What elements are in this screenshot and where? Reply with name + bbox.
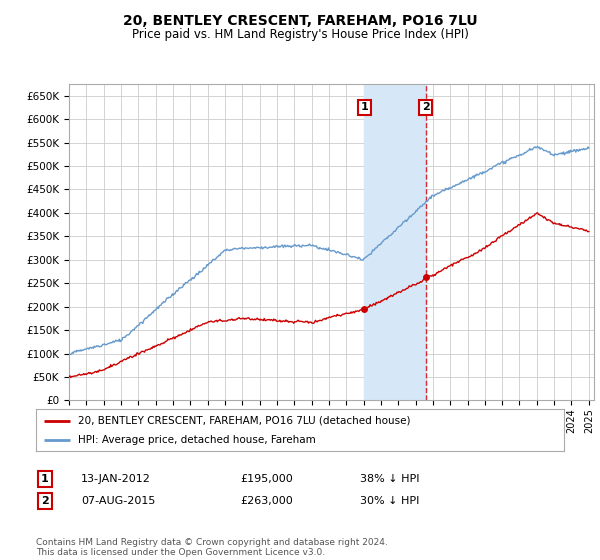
Text: 30% ↓ HPI: 30% ↓ HPI xyxy=(360,496,419,506)
Text: 2: 2 xyxy=(41,496,49,506)
Bar xyxy=(364,84,426,400)
Text: 38% ↓ HPI: 38% ↓ HPI xyxy=(360,474,419,484)
Text: 13-JAN-2012: 13-JAN-2012 xyxy=(81,474,151,484)
Text: 07-AUG-2015: 07-AUG-2015 xyxy=(81,496,155,506)
Text: 1: 1 xyxy=(361,102,368,113)
Text: £263,000: £263,000 xyxy=(240,496,293,506)
Text: Contains HM Land Registry data © Crown copyright and database right 2024.
This d: Contains HM Land Registry data © Crown c… xyxy=(36,538,388,557)
Text: 2: 2 xyxy=(422,102,430,113)
Text: HPI: Average price, detached house, Fareham: HPI: Average price, detached house, Fare… xyxy=(78,435,316,445)
Text: 1: 1 xyxy=(41,474,49,484)
Text: 20, BENTLEY CRESCENT, FAREHAM, PO16 7LU (detached house): 20, BENTLEY CRESCENT, FAREHAM, PO16 7LU … xyxy=(78,416,411,426)
Text: 20, BENTLEY CRESCENT, FAREHAM, PO16 7LU: 20, BENTLEY CRESCENT, FAREHAM, PO16 7LU xyxy=(122,14,478,28)
Text: £195,000: £195,000 xyxy=(240,474,293,484)
Text: Price paid vs. HM Land Registry's House Price Index (HPI): Price paid vs. HM Land Registry's House … xyxy=(131,28,469,41)
